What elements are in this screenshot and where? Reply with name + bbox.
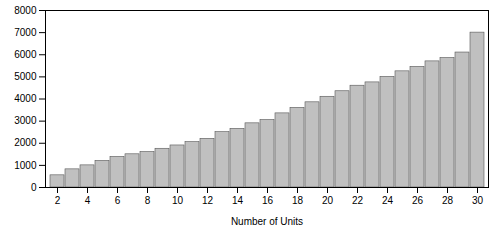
svg-text:20: 20: [322, 195, 334, 206]
svg-text:28: 28: [442, 195, 454, 206]
svg-text:2: 2: [55, 195, 61, 206]
svg-text:Number of Units: Number of Units: [231, 216, 303, 227]
svg-text:18: 18: [292, 195, 304, 206]
svg-text:5000: 5000: [14, 71, 37, 82]
svg-text:8: 8: [145, 195, 151, 206]
svg-text:0: 0: [31, 182, 37, 193]
svg-text:16: 16: [262, 195, 274, 206]
svg-text:7000: 7000: [14, 27, 37, 38]
svg-text:10: 10: [172, 195, 184, 206]
svg-text:4: 4: [85, 195, 91, 206]
svg-text:24: 24: [382, 195, 394, 206]
svg-text:3000: 3000: [14, 115, 37, 126]
svg-text:6: 6: [115, 195, 121, 206]
svg-text:2000: 2000: [14, 137, 37, 148]
svg-text:14: 14: [232, 195, 244, 206]
svg-text:8000: 8000: [14, 5, 37, 16]
svg-text:22: 22: [352, 195, 364, 206]
svg-text:30: 30: [472, 195, 484, 206]
svg-text:1000: 1000: [14, 160, 37, 171]
svg-text:26: 26: [412, 195, 424, 206]
svg-text:4000: 4000: [14, 93, 37, 104]
svg-text:6000: 6000: [14, 49, 37, 60]
svg-text:12: 12: [202, 195, 214, 206]
